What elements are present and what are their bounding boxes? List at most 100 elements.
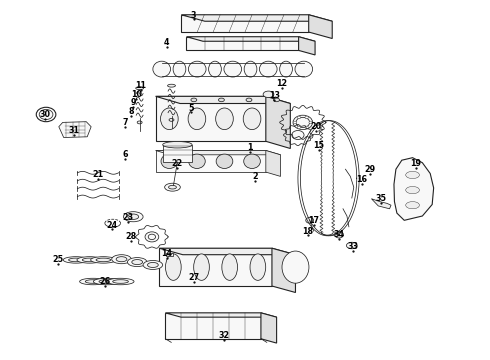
Ellipse shape xyxy=(406,171,419,179)
Text: 20: 20 xyxy=(311,122,321,131)
Polygon shape xyxy=(159,248,295,255)
Bar xyxy=(166,253,173,256)
Ellipse shape xyxy=(168,84,175,87)
Text: 13: 13 xyxy=(269,91,280,100)
Polygon shape xyxy=(156,96,266,141)
Ellipse shape xyxy=(305,116,308,119)
Ellipse shape xyxy=(113,280,128,283)
Ellipse shape xyxy=(165,183,180,191)
Ellipse shape xyxy=(194,254,209,280)
Polygon shape xyxy=(166,313,261,339)
Text: 27: 27 xyxy=(188,274,199,282)
Ellipse shape xyxy=(163,141,192,148)
Ellipse shape xyxy=(39,109,53,120)
Polygon shape xyxy=(394,158,434,220)
Text: 30: 30 xyxy=(40,110,50,119)
Ellipse shape xyxy=(188,61,206,77)
Ellipse shape xyxy=(128,214,139,219)
Ellipse shape xyxy=(296,117,310,127)
Polygon shape xyxy=(166,313,276,317)
Ellipse shape xyxy=(222,254,238,280)
Ellipse shape xyxy=(173,61,186,77)
Ellipse shape xyxy=(96,258,111,262)
Ellipse shape xyxy=(82,258,97,262)
Ellipse shape xyxy=(293,121,296,123)
Text: 11: 11 xyxy=(136,81,147,90)
Ellipse shape xyxy=(143,261,163,269)
Ellipse shape xyxy=(216,154,233,168)
Text: 35: 35 xyxy=(376,194,387,203)
Ellipse shape xyxy=(224,61,242,77)
Ellipse shape xyxy=(169,185,176,189)
Ellipse shape xyxy=(297,116,300,119)
Text: 17: 17 xyxy=(308,216,319,225)
Ellipse shape xyxy=(282,251,309,283)
Ellipse shape xyxy=(123,212,143,222)
Ellipse shape xyxy=(161,154,178,168)
Text: 2: 2 xyxy=(252,172,258,181)
Ellipse shape xyxy=(246,98,252,102)
Text: 16: 16 xyxy=(356,175,367,184)
Ellipse shape xyxy=(85,280,101,283)
Ellipse shape xyxy=(346,242,357,249)
Polygon shape xyxy=(181,15,332,21)
Ellipse shape xyxy=(216,108,233,130)
Ellipse shape xyxy=(406,202,419,209)
Polygon shape xyxy=(181,15,309,32)
Ellipse shape xyxy=(297,126,300,129)
Polygon shape xyxy=(266,96,290,148)
Polygon shape xyxy=(272,248,295,292)
Text: 10: 10 xyxy=(131,90,142,99)
Ellipse shape xyxy=(309,121,313,123)
Text: 8: 8 xyxy=(128,107,134,116)
Ellipse shape xyxy=(244,154,260,168)
Ellipse shape xyxy=(250,254,266,280)
Polygon shape xyxy=(187,37,298,50)
Ellipse shape xyxy=(263,91,274,98)
Polygon shape xyxy=(266,150,280,176)
Polygon shape xyxy=(59,122,91,138)
Ellipse shape xyxy=(79,278,107,285)
Ellipse shape xyxy=(153,61,171,77)
Text: 12: 12 xyxy=(276,79,287,88)
Polygon shape xyxy=(187,37,315,41)
Ellipse shape xyxy=(406,186,419,194)
Text: 32: 32 xyxy=(219,331,230,340)
Text: 9: 9 xyxy=(130,98,136,107)
Ellipse shape xyxy=(335,231,343,238)
Ellipse shape xyxy=(188,108,206,130)
Text: 26: 26 xyxy=(100,277,111,286)
Text: 34: 34 xyxy=(334,230,344,239)
Polygon shape xyxy=(156,96,290,104)
Ellipse shape xyxy=(145,232,159,242)
Bar xyxy=(163,145,192,162)
Ellipse shape xyxy=(209,61,221,77)
Polygon shape xyxy=(156,150,266,172)
Text: 4: 4 xyxy=(164,38,170,47)
Ellipse shape xyxy=(295,61,313,77)
Ellipse shape xyxy=(91,257,116,263)
Ellipse shape xyxy=(99,280,115,283)
Ellipse shape xyxy=(112,255,131,264)
Text: 14: 14 xyxy=(161,249,172,258)
Text: 23: 23 xyxy=(123,213,134,222)
Text: 29: 29 xyxy=(365,165,375,174)
Ellipse shape xyxy=(260,61,277,77)
Text: 24: 24 xyxy=(106,220,117,230)
Ellipse shape xyxy=(107,278,134,285)
Text: 22: 22 xyxy=(172,159,183,168)
Text: 1: 1 xyxy=(247,143,253,152)
Text: 19: 19 xyxy=(410,159,421,168)
Polygon shape xyxy=(159,248,272,286)
Ellipse shape xyxy=(127,258,147,266)
Ellipse shape xyxy=(189,154,205,168)
Text: 7: 7 xyxy=(122,118,128,127)
Ellipse shape xyxy=(116,257,127,262)
Text: 31: 31 xyxy=(69,126,80,135)
Text: 28: 28 xyxy=(126,233,137,241)
Ellipse shape xyxy=(293,115,313,130)
Polygon shape xyxy=(261,313,276,343)
Ellipse shape xyxy=(63,257,89,263)
Ellipse shape xyxy=(147,262,158,267)
Text: 3: 3 xyxy=(191,10,196,19)
